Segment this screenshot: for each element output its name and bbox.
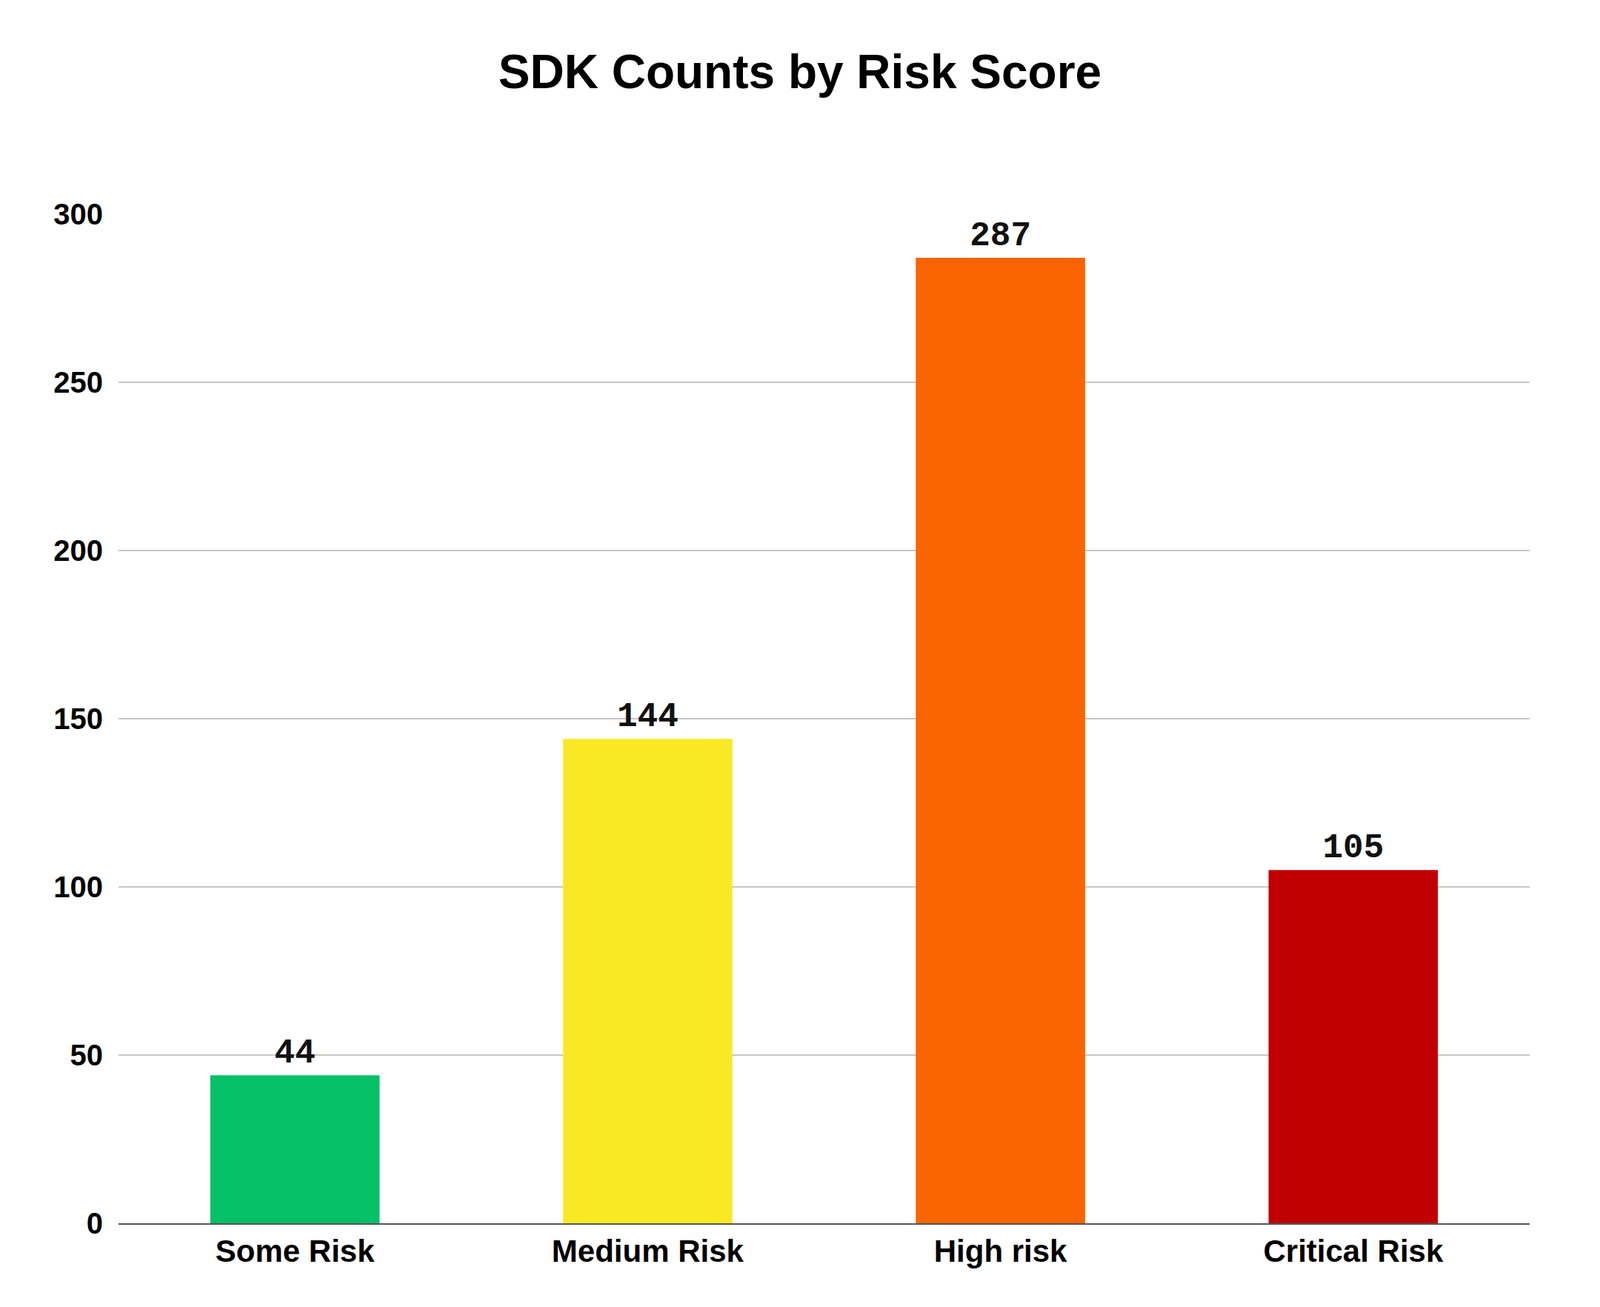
svg-text:0: 0 <box>86 1206 103 1240</box>
svg-text:44: 44 <box>274 1034 316 1073</box>
svg-text:50: 50 <box>70 1038 104 1072</box>
svg-text:200: 200 <box>53 534 103 567</box>
svg-text:150: 150 <box>53 702 103 735</box>
svg-text:High risk: High risk <box>934 1233 1068 1269</box>
svg-text:Medium Risk: Medium Risk <box>551 1233 745 1269</box>
svg-text:144: 144 <box>617 697 679 737</box>
svg-text:Critical Risk: Critical Risk <box>1262 1233 1443 1269</box>
svg-text:Some Risk: Some Risk <box>215 1233 375 1269</box>
svg-text:287: 287 <box>969 217 1032 256</box>
svg-text:300: 300 <box>53 197 103 231</box>
svg-text:100: 100 <box>53 870 103 903</box>
svg-text:105: 105 <box>1322 828 1384 868</box>
svg-text:250: 250 <box>53 365 103 399</box>
svg-text:SDK Counts by Risk Score: SDK Counts by Risk Score <box>498 45 1102 99</box>
